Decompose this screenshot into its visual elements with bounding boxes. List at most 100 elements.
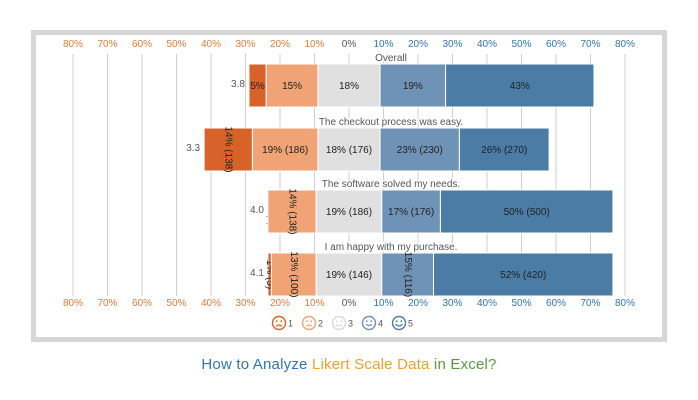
- data-label: 15% (116): [402, 252, 413, 297]
- data-label: 14% (138): [286, 188, 297, 234]
- bar-segment: [445, 63, 595, 108]
- caption-part-1: How to Analyze: [201, 356, 312, 373]
- very-happy-face-icon: [391, 315, 407, 331]
- x-tick-label-bottom: 40%: [477, 298, 497, 309]
- x-tick-label-bottom: 20%: [408, 298, 428, 309]
- data-label: 13% (100): [288, 251, 299, 297]
- face-mouth: [275, 324, 283, 327]
- data-label: 43%: [510, 81, 530, 92]
- x-tick-label-top: 20%: [408, 39, 428, 50]
- bar-segment: [381, 252, 435, 297]
- row-title: Overall: [375, 53, 407, 64]
- data-label: 23% (230): [397, 145, 443, 156]
- face-mouth: [365, 323, 373, 327]
- mean-score: 4.1: [250, 268, 264, 279]
- x-tick-label-bottom: 30%: [442, 298, 462, 309]
- sad-face-icon: [301, 315, 317, 331]
- x-tick-label-top: 70%: [97, 39, 117, 50]
- row-title: I am happy with my purchase.: [325, 242, 458, 253]
- bar-segment: [317, 127, 381, 172]
- x-tick-label-bottom: 70%: [97, 298, 117, 309]
- face-eye: [400, 320, 403, 323]
- likert-chart: 80% 80% 70% 70% 60% 60% 50% 50% 40% 40% 30% 30% 20% 2…: [31, 30, 667, 342]
- x-tick-label-bottom: 60%: [546, 298, 566, 309]
- face-eye: [340, 320, 343, 323]
- caption-part-2: Likert Scale Data: [311, 356, 430, 373]
- bar-segment: [379, 127, 460, 172]
- data-label: 52% (420): [500, 270, 546, 281]
- bar-segment: [315, 252, 383, 297]
- bar-segment: [315, 189, 383, 234]
- data-label: 26% (270): [481, 145, 527, 156]
- x-tick-label-top: 40%: [201, 39, 221, 50]
- data-label: 50% (500): [504, 207, 550, 218]
- bar-segment: [317, 63, 381, 108]
- mean-score: 3.8: [231, 79, 245, 90]
- data-label: 18% (176): [326, 145, 372, 156]
- x-tick-label-top: 60%: [132, 39, 152, 50]
- x-tick-label-top: 30%: [235, 39, 255, 50]
- data-label: 19% (186): [262, 145, 308, 156]
- data-label: 19% (146): [326, 270, 372, 281]
- face-eye: [280, 320, 283, 323]
- x-tick-label-top: 50%: [166, 39, 186, 50]
- x-tick-label-top: 20%: [270, 39, 290, 50]
- legend-label: 5: [408, 319, 413, 329]
- bar-segment: [381, 189, 441, 234]
- data-label: 18%: [339, 81, 359, 92]
- face-eye: [305, 320, 308, 323]
- caption-part-3: in Excel?: [429, 356, 497, 373]
- x-tick-label-top: 0%: [342, 39, 357, 50]
- x-tick-label-bottom: 20%: [270, 298, 290, 309]
- face-mouth: [395, 323, 403, 327]
- x-tick-label-top: 80%: [615, 39, 635, 50]
- x-tick-label-top: 10%: [373, 39, 393, 50]
- x-tick-label-bottom: 80%: [615, 298, 635, 309]
- data-label: 5%: [250, 81, 265, 92]
- bar-segment: [270, 252, 317, 297]
- chart-svg: 80%80%70%70%60%60%50%50%40%40%30%30%20%2…: [63, 39, 635, 331]
- x-tick-label-bottom: 50%: [511, 298, 531, 309]
- x-tick-label-bottom: 0%: [342, 298, 357, 309]
- row-title: The software solved my needs.: [322, 179, 460, 190]
- mean-score: 4.0: [250, 205, 264, 216]
- x-tick-label-top: 70%: [580, 39, 600, 50]
- face-eye: [310, 320, 313, 323]
- x-tick-label-top: 30%: [442, 39, 462, 50]
- x-tick-label-top: 40%: [477, 39, 497, 50]
- x-tick-label-bottom: 80%: [63, 298, 83, 309]
- face-eye: [395, 320, 398, 323]
- x-tick-label-bottom: 40%: [201, 298, 221, 309]
- face-mouth: [305, 324, 313, 327]
- face-eye: [335, 320, 338, 323]
- legend-label: 4: [378, 319, 383, 329]
- x-tick-label-bottom: 10%: [304, 298, 324, 309]
- bar-segment: [265, 63, 319, 108]
- face-eye: [365, 320, 368, 323]
- data-label: 15%: [282, 81, 302, 92]
- chart-caption: How to Analyze Likert Scale Data in Exce…: [0, 356, 698, 373]
- x-tick-label-top: 60%: [546, 39, 566, 50]
- x-tick-label-top: 80%: [63, 39, 83, 50]
- x-tick-label-bottom: 70%: [580, 298, 600, 309]
- x-tick-label-bottom: 60%: [132, 298, 152, 309]
- legend-label: 1: [288, 319, 293, 329]
- row-title: The checkout process was easy.: [319, 117, 463, 128]
- happy-face-icon: [361, 315, 377, 331]
- data-label: 1% (5): [264, 260, 275, 289]
- x-tick-label-top: 10%: [304, 39, 324, 50]
- mean-score: 3.3: [186, 143, 200, 154]
- face-eye: [370, 320, 373, 323]
- x-tick-label-top: 50%: [511, 39, 531, 50]
- very-sad-face-icon: [271, 315, 287, 331]
- bar-segment: [433, 252, 614, 297]
- legend-label: 2: [318, 319, 323, 329]
- x-tick-label-bottom: 30%: [235, 298, 255, 309]
- bar-segment: [203, 127, 253, 172]
- bar-segment: [458, 127, 550, 172]
- data-label: 14% (138): [223, 126, 234, 172]
- neutral-face-icon: [331, 315, 347, 331]
- bar-segment: [439, 189, 614, 234]
- legend-label: 3: [348, 319, 353, 329]
- data-label: 19%: [403, 81, 423, 92]
